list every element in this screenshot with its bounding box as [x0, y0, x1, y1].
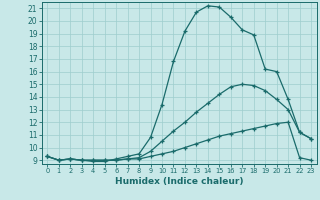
X-axis label: Humidex (Indice chaleur): Humidex (Indice chaleur): [115, 177, 244, 186]
